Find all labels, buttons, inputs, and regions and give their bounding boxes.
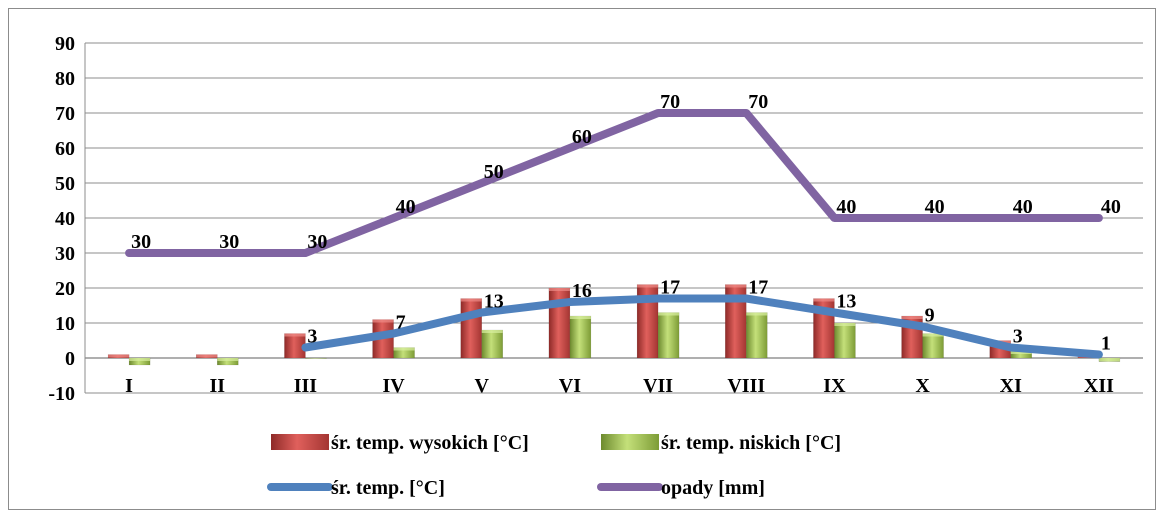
bar-top-facet (637, 284, 659, 288)
x-tick-label: III (294, 375, 318, 397)
bar-top-facet (196, 354, 218, 358)
precip-label: 40 (1013, 196, 1033, 218)
precip-label: 70 (660, 91, 680, 113)
avg-temp-label: 13 (836, 291, 856, 313)
legend-label: śr. temp. niskich [°C] (661, 432, 841, 454)
x-tick-label: IV (382, 375, 405, 397)
legend-swatch (601, 434, 659, 450)
precip-label: 40 (1101, 196, 1121, 218)
precip-label: 30 (219, 231, 239, 253)
precip-label: 30 (131, 231, 151, 253)
avg-temp-label: 16 (572, 280, 592, 302)
bar-top-facet (922, 333, 944, 337)
y-tick-label: 10 (55, 313, 75, 335)
y-tick-label: 70 (55, 103, 75, 125)
avg-temp-label: 17 (748, 277, 768, 299)
bar-top-facet (217, 358, 239, 361)
x-tick-label: VI (559, 375, 581, 397)
y-tick-label: 50 (55, 173, 75, 195)
bar-top-facet (1098, 358, 1120, 361)
avg-temp-label: 1 (1101, 333, 1111, 355)
legend-item: śr. temp. niskich [°C] (601, 432, 841, 454)
y-tick-label: 30 (55, 243, 75, 265)
y-tick-label: 40 (55, 208, 75, 230)
avg-temp-label: 13 (484, 291, 504, 313)
precip-label: 40 (836, 196, 856, 218)
bar-top-facet (108, 354, 130, 358)
x-tick-label: V (475, 375, 490, 397)
y-tick-label: 0 (65, 348, 75, 370)
precip-label: 60 (572, 126, 592, 148)
precip-label: 40 (925, 196, 945, 218)
bar-top-facet (725, 284, 747, 288)
bar-low-temp (569, 315, 592, 359)
legend-item: opady [mm] (597, 477, 765, 499)
line-avg-temp (301, 294, 1103, 359)
x-tick-label: XII (1084, 375, 1114, 397)
legend-label: śr. temp. [°C] (331, 477, 445, 499)
x-tick-label: II (209, 375, 225, 397)
legend-item: śr. temp. [°C] (267, 477, 445, 499)
y-tick-label: 60 (55, 138, 75, 160)
lines (125, 109, 1103, 359)
gridlines (84, 42, 1143, 394)
legend-swatch (271, 434, 329, 450)
avg-temp-label: 3 (307, 326, 317, 348)
line-precipitation (125, 109, 1103, 257)
bar-top-facet (460, 298, 482, 302)
x-tick-label: VII (643, 375, 673, 397)
x-tick-label: XI (1000, 375, 1022, 397)
legend-label: opady [mm] (661, 477, 765, 499)
bar-top-facet (901, 316, 923, 319)
avg-temp-label: 17 (660, 277, 680, 299)
precip-label: 50 (484, 161, 504, 183)
y-tick-label: -10 (48, 383, 75, 405)
bar-low-temp (657, 312, 680, 359)
bar-low-temp (746, 312, 768, 359)
bar-top-facet (393, 347, 415, 351)
bar-top-facet (1010, 351, 1032, 354)
avg-temp-label: 3 (1013, 326, 1023, 348)
y-tick-label: 90 (55, 33, 75, 55)
bar-low-temp (481, 329, 503, 359)
x-tick-label: VIII (727, 375, 765, 397)
precip-label: 40 (396, 196, 416, 218)
legend-label: śr. temp. wysokich [°C] (331, 432, 529, 454)
bar-top-facet (813, 298, 835, 302)
x-tick-label: I (125, 375, 133, 397)
legend: śr. temp. wysokich [°C] śr. temp. niskich… (267, 432, 841, 499)
bar-high-temp (460, 298, 482, 359)
x-tick-label: IX (823, 375, 846, 397)
bar-top-facet (548, 288, 570, 291)
avg-temp-label: 7 (396, 312, 406, 334)
bar-low-temp (922, 333, 944, 359)
x-tick-label: X (915, 375, 930, 397)
bar-top-facet (834, 323, 856, 326)
bar-low-temp (305, 357, 327, 359)
bar-top-facet (481, 330, 503, 333)
y-tick-label: 20 (55, 278, 75, 300)
bar-top-facet (284, 333, 306, 337)
avg-temp-label: 9 (925, 305, 935, 327)
precip-label: 70 (748, 91, 768, 113)
x-axis-ticks: I II III IV V VI VII VIII IX X XI XII (125, 375, 1114, 397)
precip-label: 30 (307, 231, 327, 253)
chart-frame: -10 0 10 20 30 40 50 60 70 80 90 I II III IV V VI VII VII… (8, 8, 1156, 510)
bar-top-facet (746, 312, 768, 316)
y-axis-ticks: -10 0 10 20 30 40 50 60 70 80 90 (48, 33, 75, 405)
bar-top-facet (372, 319, 394, 323)
data-labels: 3 7 13 16 17 17 13 9 3 1 30 30 30 40 50 60 70 70 40 40 40 40 (131, 91, 1121, 355)
bar-low-temp (834, 322, 856, 359)
bar-top-facet (129, 358, 151, 361)
bar-top-facet (569, 316, 591, 319)
legend-item: śr. temp. wysokich [°C] (271, 432, 529, 454)
bar-top-facet (658, 312, 680, 316)
y-tick-label: 80 (55, 68, 75, 90)
